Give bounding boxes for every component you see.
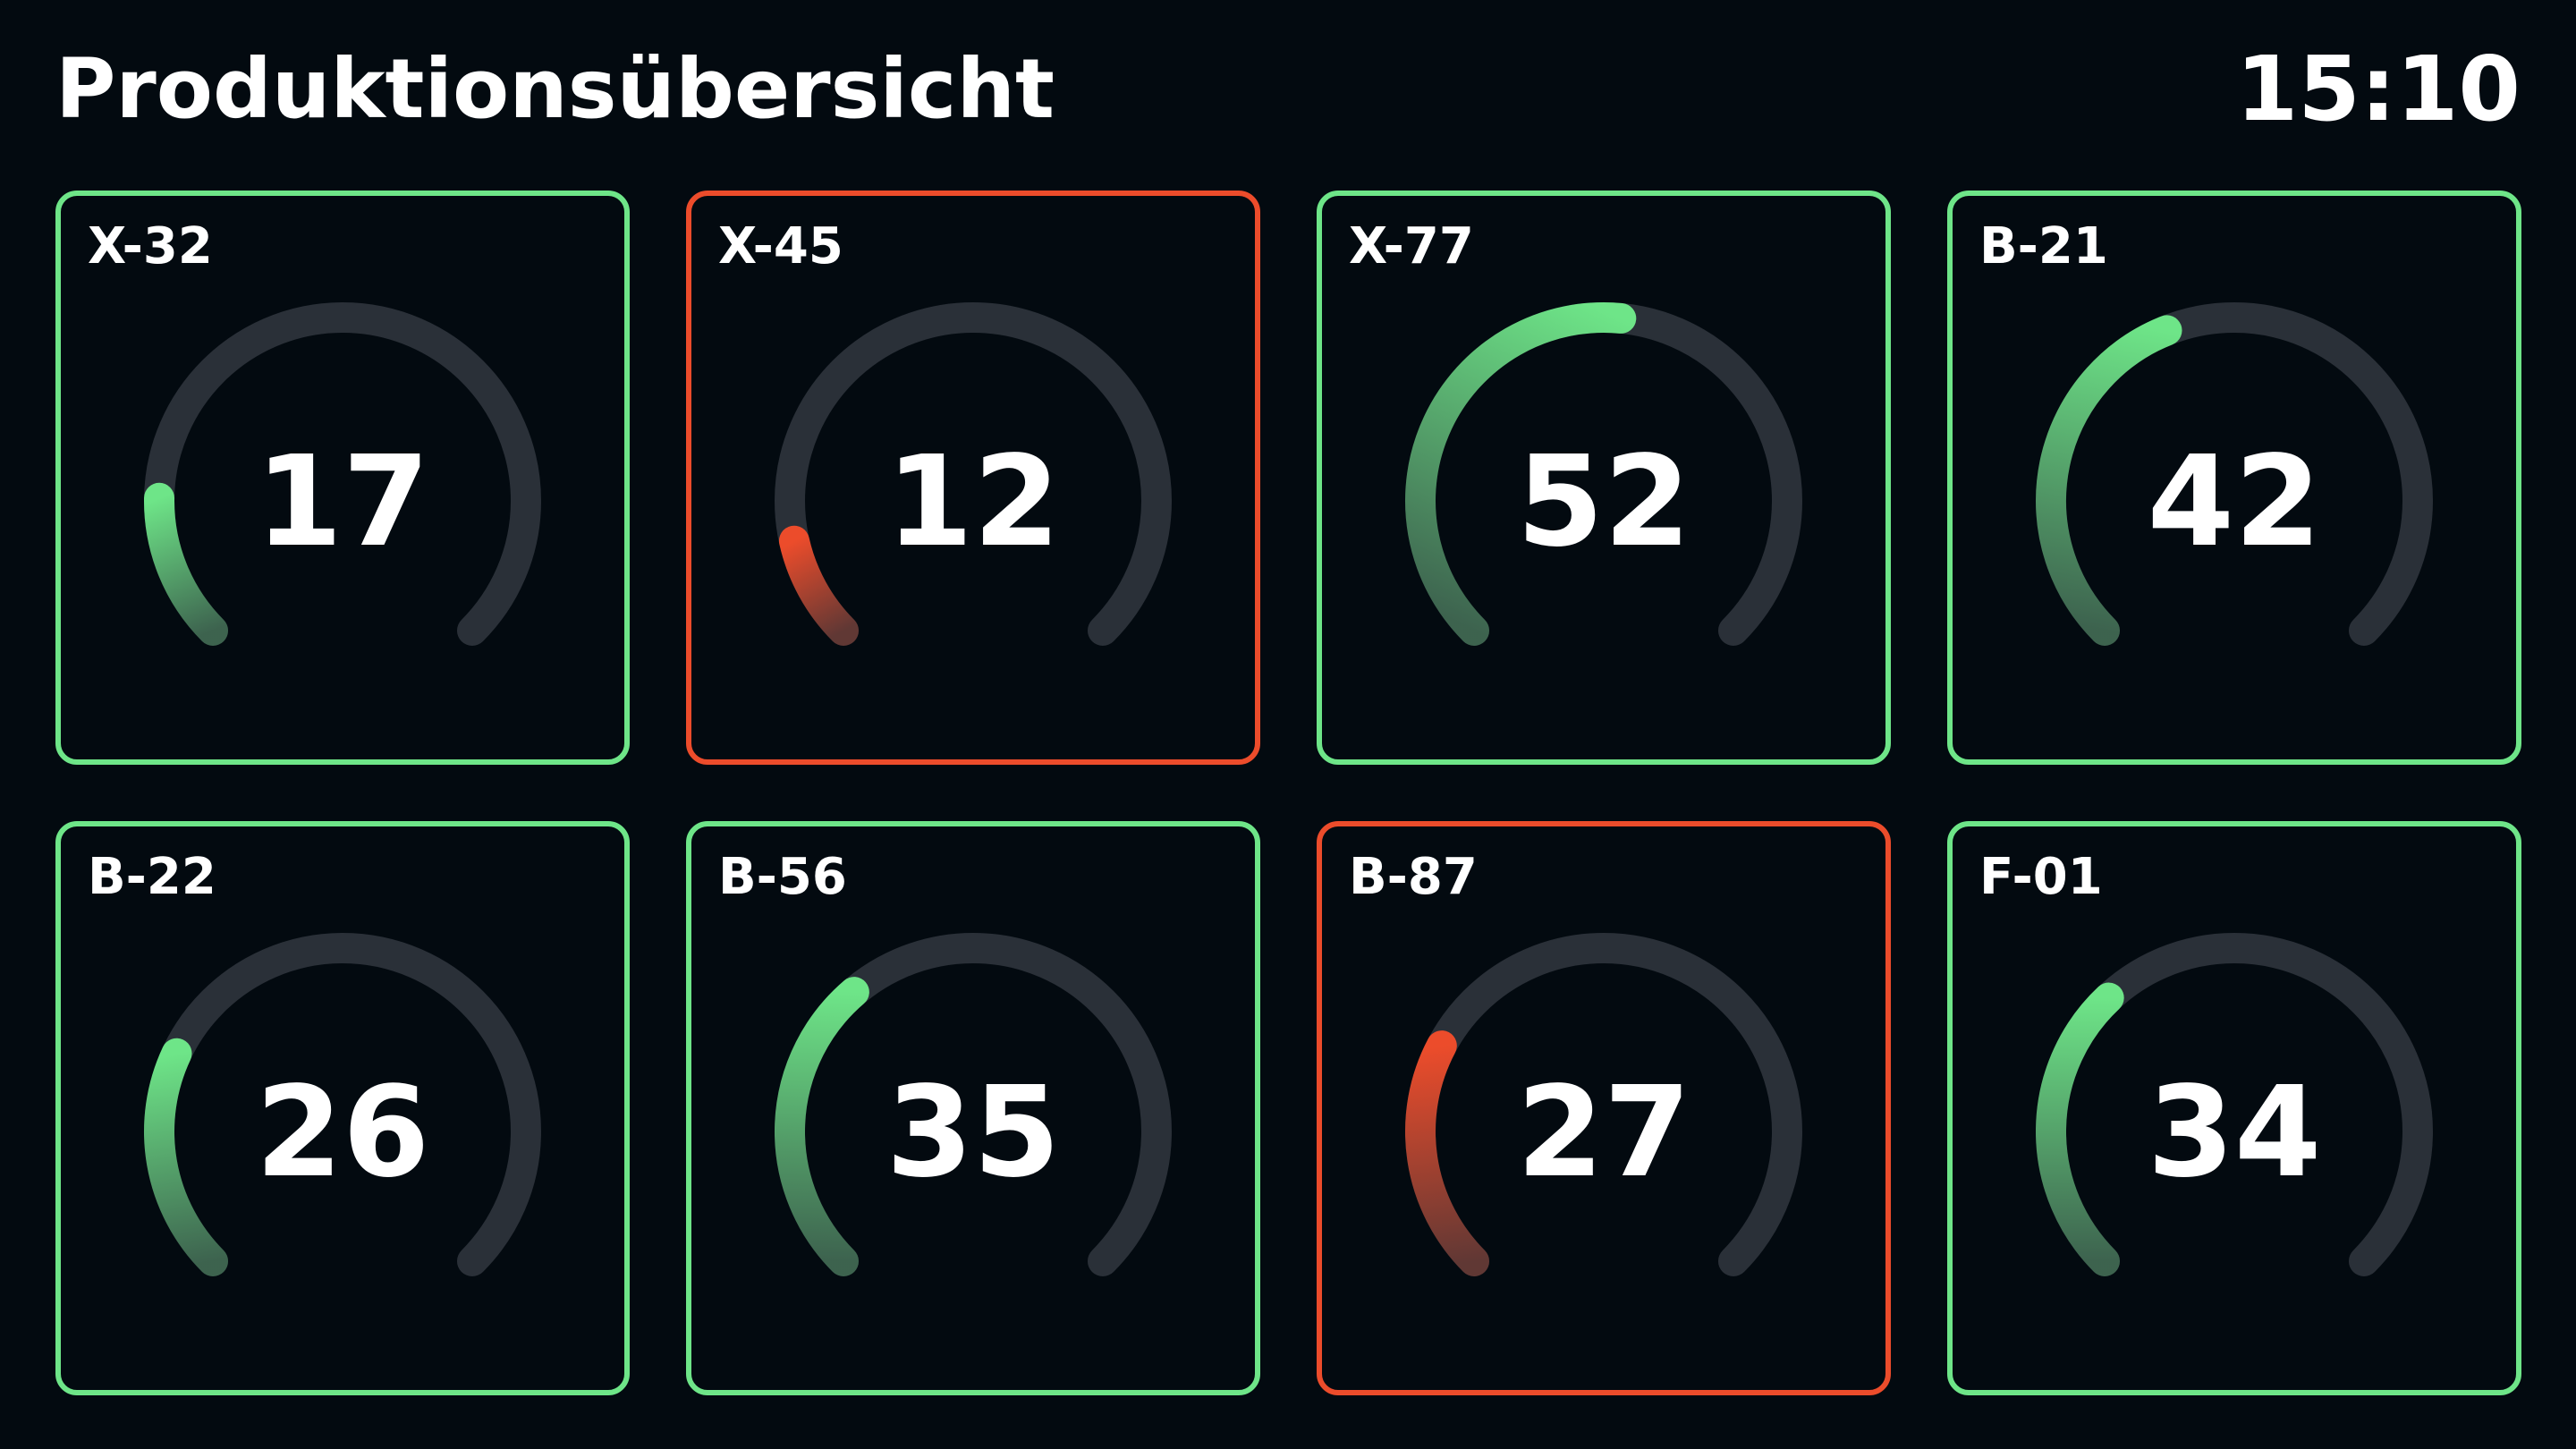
gauge-value-arc bbox=[775, 977, 869, 1276]
gauge-track bbox=[775, 302, 1172, 646]
machine-label: B-22 bbox=[88, 848, 216, 906]
gauge-value-arc bbox=[144, 482, 229, 646]
machine-value: 17 bbox=[255, 429, 430, 575]
machine-label: X-77 bbox=[1349, 217, 1474, 275]
machine-label: X-45 bbox=[718, 217, 843, 275]
gauge-value-arc bbox=[1405, 302, 1637, 646]
machine-label: X-32 bbox=[88, 217, 213, 275]
machine-label: F-01 bbox=[1979, 848, 2103, 906]
machine-tile-x-77[interactable]: X-77 52 bbox=[1317, 191, 1891, 765]
gauge-icon bbox=[1405, 933, 1802, 1276]
gauge-icon bbox=[2036, 302, 2433, 646]
machine-label: B-21 bbox=[1979, 217, 2108, 275]
machine-tile-x-32[interactable]: X-32 17 bbox=[55, 191, 630, 765]
machine-tile-b-22[interactable]: B-22 26 bbox=[55, 821, 630, 1395]
machine-value: 42 bbox=[2147, 429, 2322, 575]
page-title: Produktionsübersicht bbox=[55, 41, 1055, 137]
machine-tile-b-87[interactable]: B-87 27 bbox=[1317, 821, 1891, 1395]
machine-value: 12 bbox=[886, 429, 1061, 575]
gauge-value-arc bbox=[2036, 982, 2124, 1276]
machine-tile-f-01[interactable]: F-01 34 bbox=[1947, 821, 2521, 1395]
machine-value: 35 bbox=[886, 1060, 1061, 1206]
gauge-icon bbox=[144, 933, 541, 1276]
gauge-icon bbox=[1405, 302, 1802, 646]
gauge-icon bbox=[775, 302, 1172, 646]
gauge-value-arc bbox=[778, 525, 860, 646]
gauge-icon bbox=[775, 933, 1172, 1276]
machine-tile-b-56[interactable]: B-56 35 bbox=[686, 821, 1260, 1395]
machine-grid: X-32 17 X-45 12 X-77 52 B-21 42 B-22 26 … bbox=[55, 191, 2521, 1395]
machine-tile-x-45[interactable]: X-45 12 bbox=[686, 191, 1260, 765]
machine-value: 26 bbox=[255, 1060, 430, 1206]
gauge-value-arc bbox=[1405, 1030, 1490, 1276]
gauge-icon bbox=[2036, 933, 2433, 1276]
machine-tile-b-21[interactable]: B-21 42 bbox=[1947, 191, 2521, 765]
clock-time: 15:10 bbox=[2235, 37, 2521, 141]
machine-value: 34 bbox=[2147, 1060, 2322, 1206]
gauge-icon bbox=[144, 302, 541, 646]
machine-label: B-87 bbox=[1349, 848, 1478, 906]
machine-label: B-56 bbox=[718, 848, 847, 906]
gauge-value-arc bbox=[2036, 315, 2182, 646]
gauge-value-arc bbox=[144, 1038, 229, 1276]
machine-value: 27 bbox=[1516, 1060, 1691, 1206]
machine-value: 52 bbox=[1516, 429, 1691, 575]
